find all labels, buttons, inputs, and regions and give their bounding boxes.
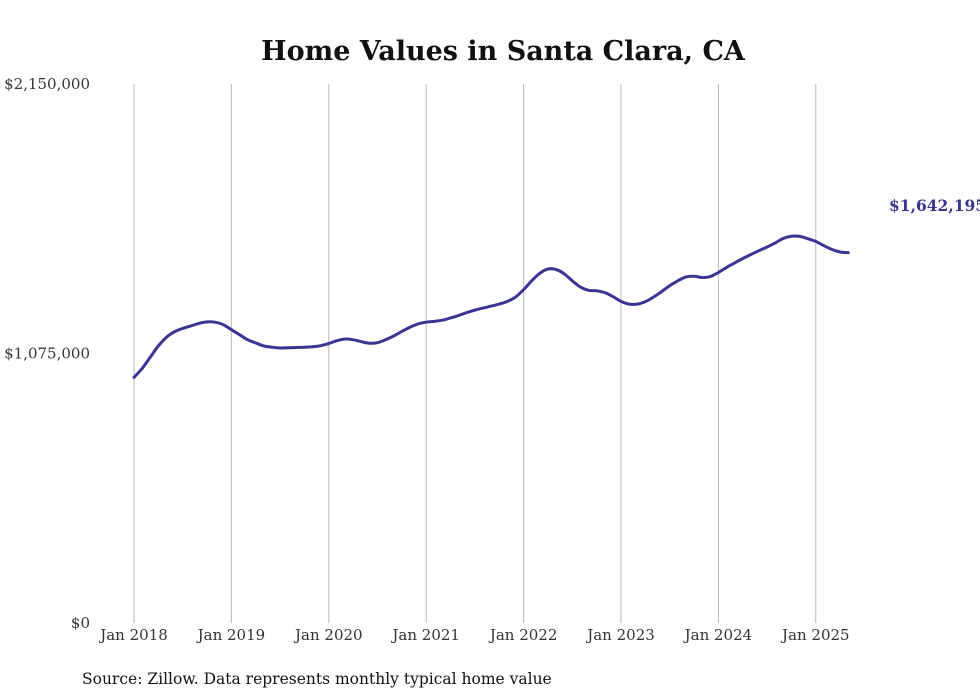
x-tick-label: Jan 2022 [488,626,558,644]
x-tick-label: Jan 2024 [683,626,753,644]
y-axis-ticks: $0 $1,075,000 $2,150,000 [4,75,90,632]
chart-title: Home Values in Santa Clara, CA [261,36,746,67]
x-tick-label: Jan 2021 [390,626,460,644]
source-note: Source: Zillow. Data represents monthly … [82,670,552,688]
x-tick-label: Jan 2025 [780,626,850,644]
x-tick-label: Jan 2020 [293,626,363,644]
y-tick-label: $2,150,000 [4,75,90,93]
y-tick-label: $1,075,000 [4,345,90,363]
x-tick-label: Jan 2023 [585,626,655,644]
x-axis-ticks: Jan 2018 Jan 2019 Jan 2020 Jan 2021 Jan 2022… [98,626,849,644]
home-value-line [132,234,850,379]
x-tick-label: Jan 2019 [196,626,266,644]
x-tick-label: Jan 2018 [98,626,168,644]
end-value-label: $1,642,195 [889,196,980,215]
y-tick-label: $0 [71,614,90,632]
gridlines [133,84,817,623]
